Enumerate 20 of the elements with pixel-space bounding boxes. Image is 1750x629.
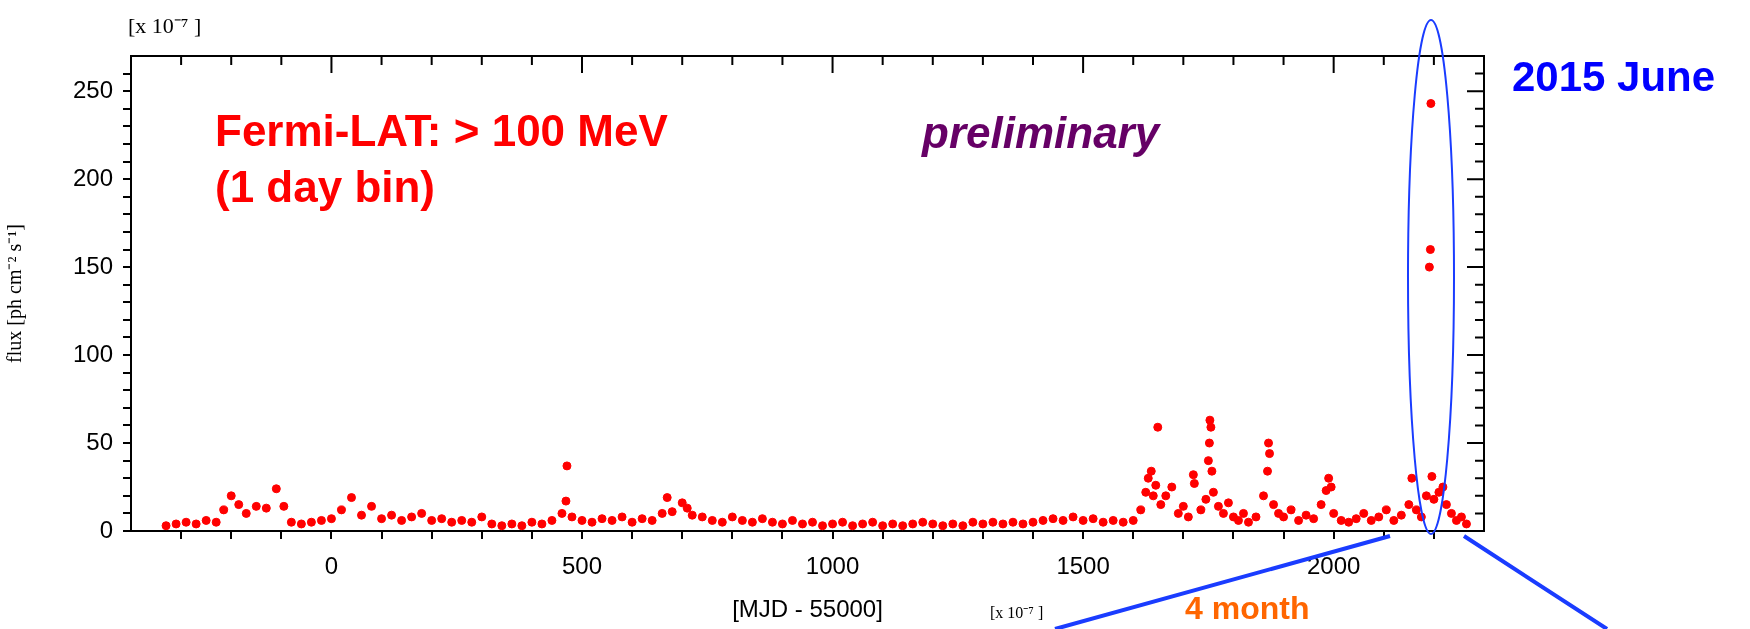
- text: 4 month: [1185, 589, 1310, 626]
- y-axis-title: flux [ph cm⁻² s⁻¹]: [3, 224, 27, 363]
- annotation: (1 day bin): [215, 162, 436, 212]
- text: [x 10⁻⁷ ]: [990, 604, 1044, 622]
- x-tick-label: 1500: [1056, 552, 1110, 580]
- annotation: preliminary: [921, 108, 1162, 158]
- y-tick-label: 250: [72, 75, 113, 103]
- text: [x 10⁻⁷ ]: [128, 12, 202, 38]
- y-tick-label: 100: [72, 339, 113, 367]
- y-tick-label: 50: [86, 427, 113, 455]
- y-tick-label: 150: [72, 251, 113, 279]
- x-axis-title: [MJD - 55000]: [732, 595, 883, 623]
- text: 2015 June: [1512, 52, 1716, 100]
- annotation: Fermi-LAT: > 100 MeV: [215, 106, 669, 156]
- y-tick-label: 200: [72, 163, 113, 191]
- x-tick-label: 2000: [1306, 552, 1361, 580]
- x-tick-label: 0: [324, 552, 339, 580]
- x-tick-label: 1000: [805, 552, 860, 580]
- y-tick-label: 0: [99, 515, 113, 543]
- x-tick-label: 500: [561, 552, 603, 580]
